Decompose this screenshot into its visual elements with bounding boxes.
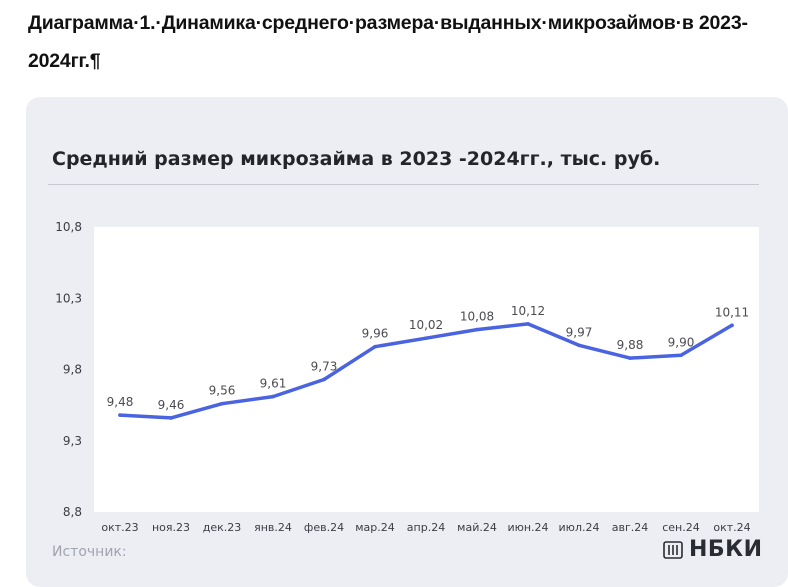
data-label: 9,61 bbox=[260, 377, 287, 391]
x-tick-label: фев.24 bbox=[304, 521, 344, 534]
data-point bbox=[271, 394, 275, 399]
line-chart: 10,8 10,3 9,8 9,3 8,8 окт.23 ноя.23 дек.23 янв.2… bbox=[55, 220, 759, 534]
data-point bbox=[526, 322, 530, 326]
title-divider bbox=[48, 184, 759, 185]
data-label: 10,08 bbox=[460, 310, 494, 324]
brand-logo: НБКИ bbox=[663, 537, 763, 562]
x-tick-label: ноя.23 bbox=[152, 521, 190, 534]
x-tick-label: июл.24 bbox=[559, 521, 600, 534]
data-label: 10,02 bbox=[409, 318, 443, 332]
y-tick-label: 8,8 bbox=[63, 505, 82, 519]
data-label: 9,96 bbox=[362, 327, 389, 341]
data-point bbox=[475, 327, 479, 332]
document-heading: Диаграмма·1.·Динамика·среднего·размера·в… bbox=[28, 12, 748, 72]
data-label: 9,48 bbox=[107, 395, 134, 409]
plot-area bbox=[94, 227, 759, 512]
x-tick-label: мар.24 bbox=[355, 521, 395, 534]
x-tick-label: май.24 bbox=[457, 521, 497, 534]
data-label: 9,97 bbox=[566, 325, 593, 339]
data-point bbox=[424, 336, 428, 340]
data-label: 9,46 bbox=[158, 398, 185, 412]
data-point bbox=[322, 377, 326, 382]
data-label: 9,90 bbox=[668, 335, 695, 349]
x-tick-label: июн.24 bbox=[507, 521, 548, 534]
data-point bbox=[169, 416, 173, 420]
data-point bbox=[373, 344, 377, 349]
source-label: Источник: bbox=[52, 544, 127, 560]
brand-name: НБКИ bbox=[689, 537, 763, 562]
data-point bbox=[628, 356, 632, 360]
data-label: 9,56 bbox=[209, 384, 236, 398]
y-tick-label: 9,8 bbox=[63, 363, 82, 377]
y-tick-label: 9,3 bbox=[63, 434, 82, 448]
data-label: 10,11 bbox=[715, 305, 749, 319]
x-tick-label: сен.24 bbox=[662, 521, 700, 534]
data-label: 9,73 bbox=[311, 359, 338, 373]
data-point bbox=[679, 353, 683, 358]
chart-title: Средний размер микрозайма в 2023 -2024гг… bbox=[52, 148, 661, 170]
data-label: 10,12 bbox=[511, 304, 545, 318]
x-tick-label: апр.24 bbox=[407, 521, 445, 534]
data-point bbox=[577, 343, 581, 348]
x-tick-label: окт.23 bbox=[101, 521, 138, 534]
nbki-logo-icon bbox=[663, 540, 683, 559]
data-point bbox=[220, 401, 224, 406]
data-label: 9,88 bbox=[617, 338, 644, 352]
data-point bbox=[118, 413, 122, 417]
x-tick-label: дек.23 bbox=[203, 521, 242, 534]
y-tick-label: 10,8 bbox=[55, 220, 82, 234]
data-point bbox=[730, 323, 734, 328]
x-tick-label: янв.24 bbox=[254, 521, 292, 534]
x-tick-label: авг.24 bbox=[612, 521, 649, 534]
y-tick-label: 10,3 bbox=[55, 291, 82, 305]
x-tick-label: окт.24 bbox=[713, 521, 750, 534]
